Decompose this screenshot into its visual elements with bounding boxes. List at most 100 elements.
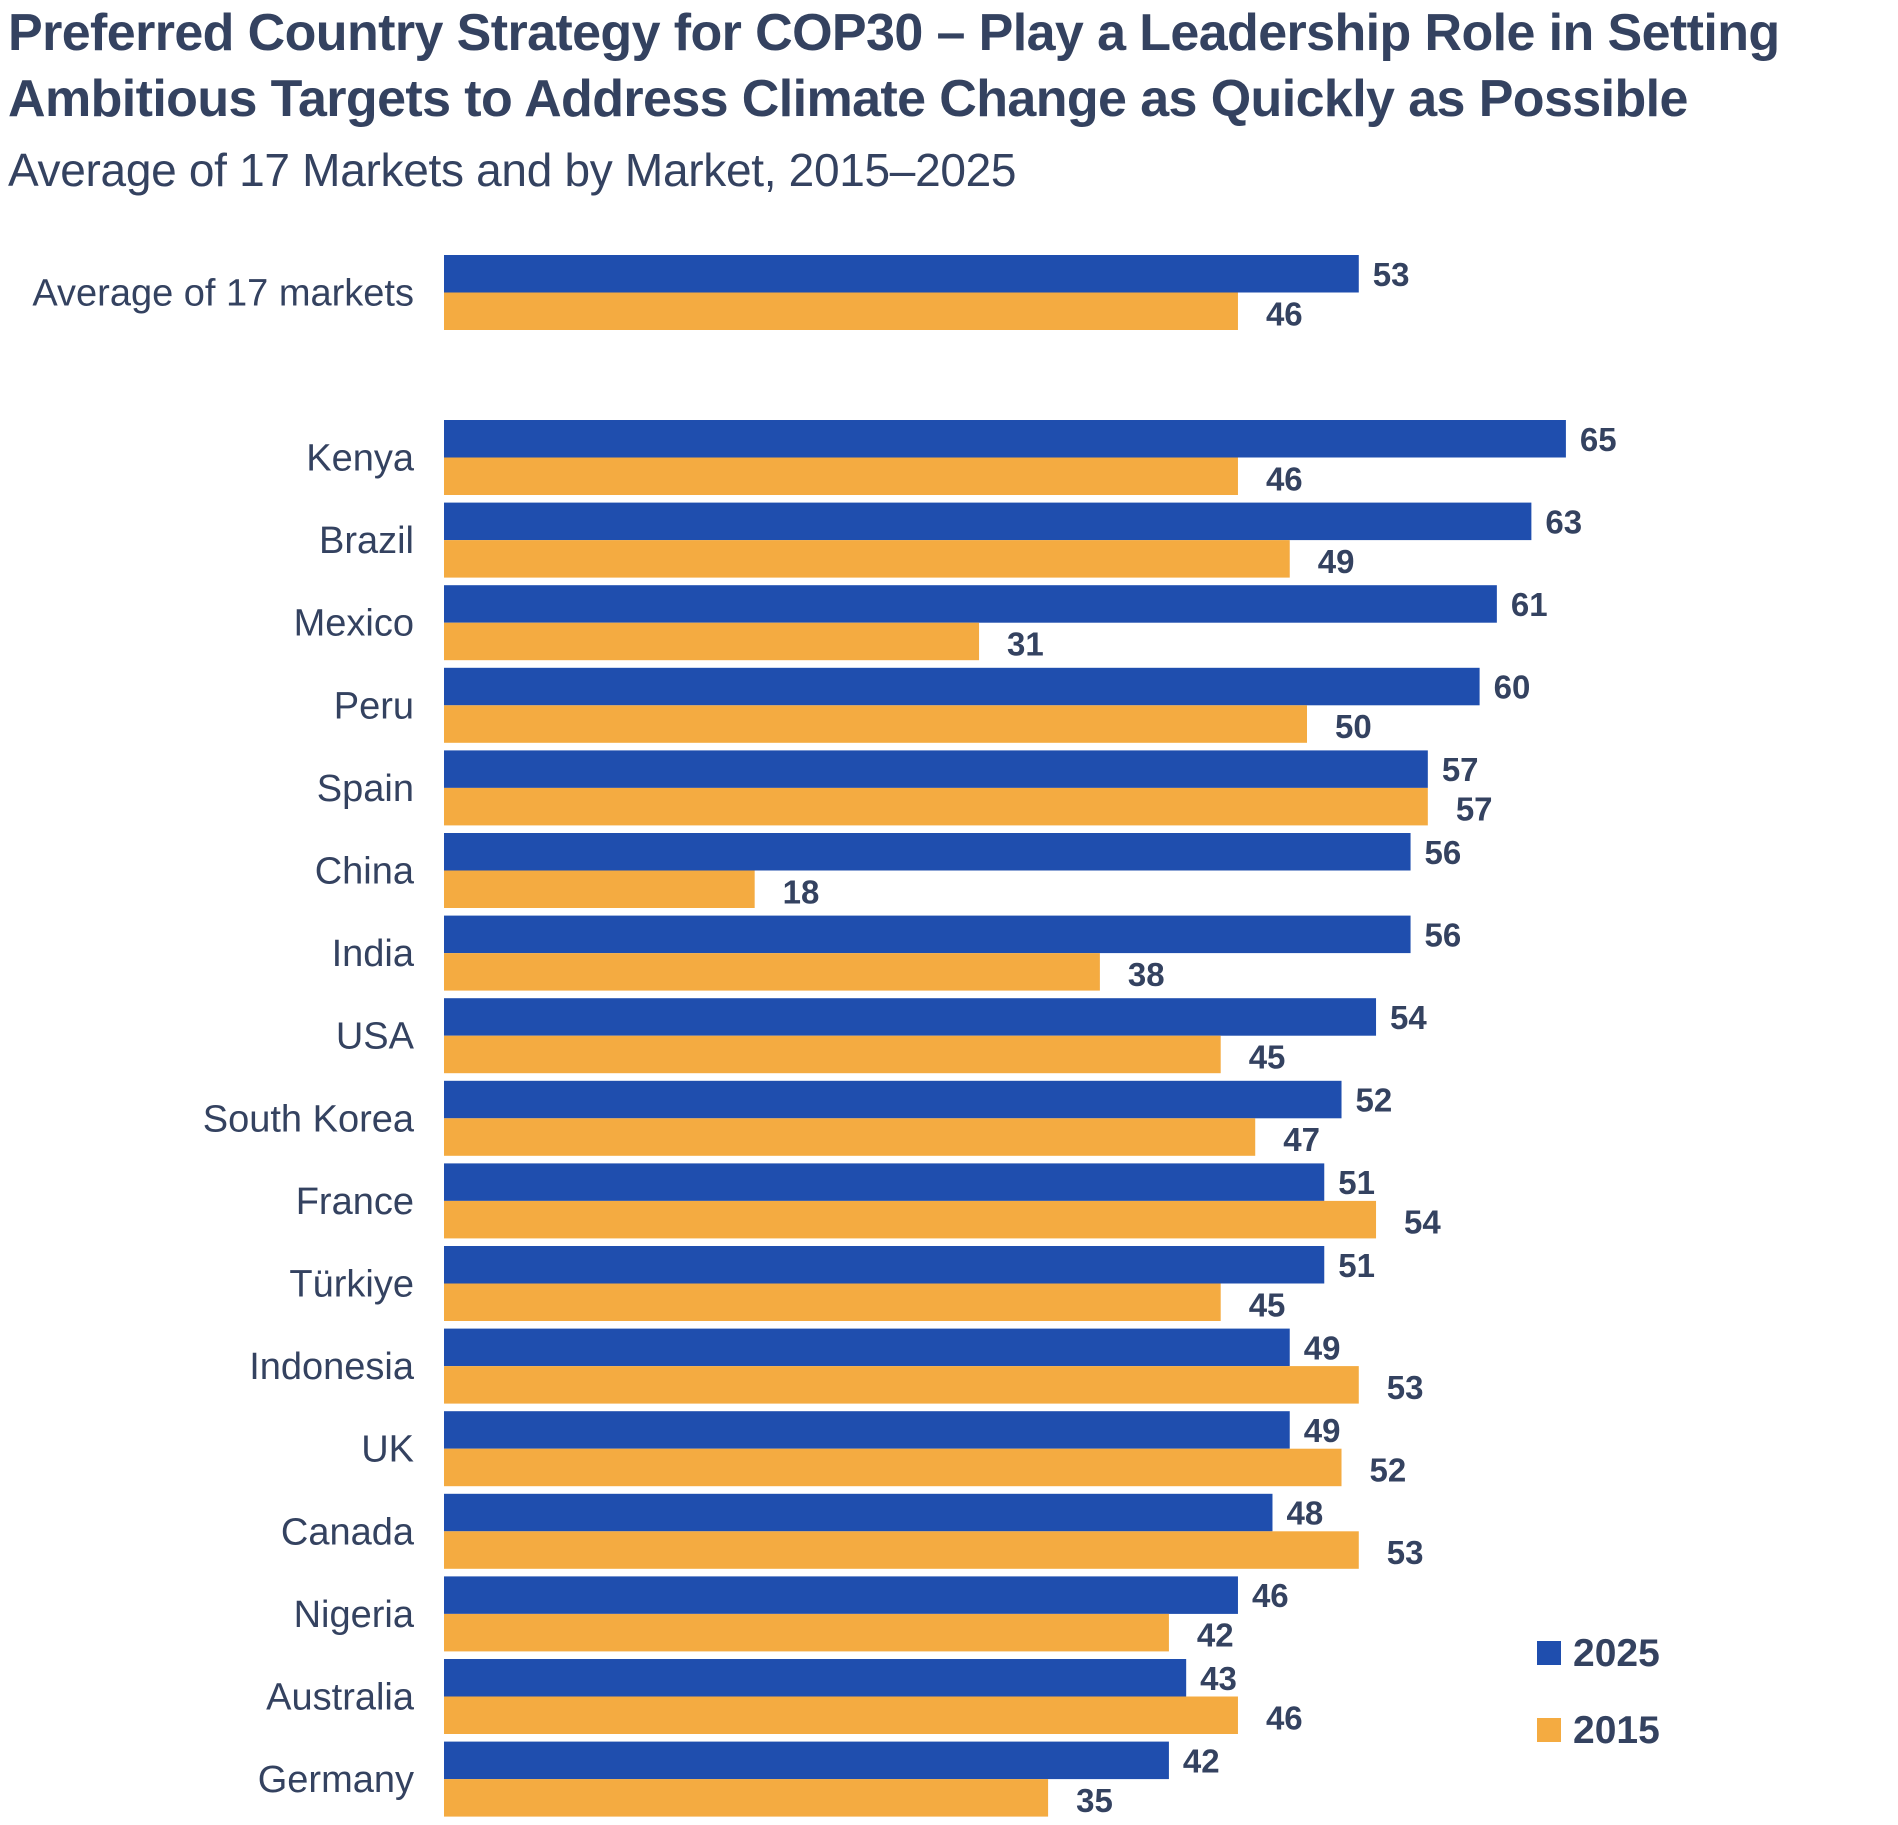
value-label-nigeria-2025: 46 xyxy=(1252,1577,1289,1614)
category-label-average-of-17-markets: Average of 17 markets xyxy=(32,273,414,315)
bar-france-2025 xyxy=(444,1163,1325,1201)
chart-subtitle: Average of 17 Markets and by Market, 201… xyxy=(8,144,1017,196)
bar-indonesia-2025 xyxy=(444,1328,1290,1367)
value-label-brazil-2025: 63 xyxy=(1545,503,1582,540)
bar-average-of-17-markets-2015 xyxy=(444,292,1238,330)
bar-canada-2015 xyxy=(444,1531,1359,1569)
value-label-uk-2025: 49 xyxy=(1304,1412,1341,1449)
value-label-mexico-2015: 31 xyxy=(1007,625,1044,662)
bar-brazil-2025 xyxy=(444,502,1532,541)
bar-spain-2015 xyxy=(444,787,1428,826)
value-label-peru-2025: 60 xyxy=(1494,669,1531,706)
value-label-spain-2015: 57 xyxy=(1456,791,1493,828)
value-label-average-of-17-markets-2015: 46 xyxy=(1266,295,1303,332)
value-label-indonesia-2015: 53 xyxy=(1387,1369,1424,1406)
category-label-nigeria: Nigeria xyxy=(294,1594,415,1636)
bar-mexico-2025 xyxy=(444,585,1497,623)
value-label-nigeria-2015: 42 xyxy=(1197,1617,1234,1654)
category-label-australia: Australia xyxy=(266,1677,415,1719)
value-label-australia-2015: 46 xyxy=(1266,1699,1303,1736)
value-label-average-of-17-markets-2025: 53 xyxy=(1373,256,1410,293)
value-label-usa-2015: 45 xyxy=(1249,1038,1286,1075)
bar-australia-2015 xyxy=(444,1696,1238,1734)
bar-mexico-2015 xyxy=(444,622,980,661)
legend: 2025 2015 xyxy=(1537,1632,1660,1752)
legend-item-2015: 2015 xyxy=(1537,1709,1660,1752)
bar-t-rkiye-2025 xyxy=(444,1246,1325,1284)
bar-usa-2025 xyxy=(444,998,1377,1036)
bar-average-of-17-markets-2025 xyxy=(444,255,1359,293)
bar-india-2025 xyxy=(444,915,1411,954)
legend-swatch-2015 xyxy=(1537,1718,1561,1742)
bar-germany-2025 xyxy=(444,1741,1169,1780)
value-label-kenya-2025: 65 xyxy=(1580,421,1617,458)
legend-label-2025: 2025 xyxy=(1573,1632,1660,1675)
bar-canada-2025 xyxy=(444,1493,1273,1532)
bar-t-rkiye-2015 xyxy=(444,1283,1221,1321)
category-label-peru: Peru xyxy=(334,685,414,727)
value-label-usa-2025: 54 xyxy=(1390,999,1427,1036)
bar-kenya-2015 xyxy=(444,457,1238,495)
bar-usa-2015 xyxy=(444,1035,1221,1074)
category-label-china: China xyxy=(315,851,415,893)
bar-germany-2015 xyxy=(444,1779,1049,1817)
bar-spain-2025 xyxy=(444,750,1428,788)
value-label-china-2025: 56 xyxy=(1425,834,1462,871)
bar-india-2015 xyxy=(444,953,1100,991)
value-label-t-rkiye-2025: 51 xyxy=(1338,1247,1375,1284)
category-label-germany: Germany xyxy=(258,1759,414,1801)
bar-uk-2015 xyxy=(444,1448,1342,1487)
legend-swatch-2025 xyxy=(1537,1641,1561,1665)
category-label-spain: Spain xyxy=(317,768,414,810)
value-label-france-2015: 54 xyxy=(1404,1204,1441,1241)
value-label-kenya-2015: 46 xyxy=(1266,460,1303,497)
category-label-kenya: Kenya xyxy=(306,438,415,480)
value-label-france-2025: 51 xyxy=(1338,1164,1375,1201)
value-label-spain-2025: 57 xyxy=(1442,751,1479,788)
legend-item-2025: 2025 xyxy=(1537,1632,1660,1675)
labels-layer: Average of 17 markets 53 46 Kenya 65 46 Brazil… xyxy=(32,256,1616,1819)
value-label-indonesia-2025: 49 xyxy=(1304,1329,1341,1366)
value-label-south-korea-2015: 47 xyxy=(1283,1121,1320,1158)
category-label-usa: USA xyxy=(336,1016,415,1058)
bar-peru-2025 xyxy=(444,667,1480,706)
category-label-indonesia: Indonesia xyxy=(249,1346,415,1388)
bar-indonesia-2015 xyxy=(444,1366,1359,1404)
value-label-india-2025: 56 xyxy=(1425,916,1462,953)
value-label-uk-2015: 52 xyxy=(1370,1451,1407,1488)
bar-china-2025 xyxy=(444,833,1411,871)
value-label-india-2015: 38 xyxy=(1128,956,1165,993)
bar-nigeria-2025 xyxy=(444,1576,1238,1614)
legend-label-2015: 2015 xyxy=(1573,1709,1660,1752)
value-label-south-korea-2025: 52 xyxy=(1356,1082,1393,1119)
value-label-china-2015: 18 xyxy=(783,873,820,910)
value-label-mexico-2025: 61 xyxy=(1511,586,1548,623)
bar-kenya-2025 xyxy=(444,420,1566,458)
bar-south-korea-2015 xyxy=(444,1118,1256,1156)
category-label-south-korea: South Korea xyxy=(203,1098,415,1140)
value-label-canada-2015: 53 xyxy=(1387,1534,1424,1571)
value-label-peru-2015: 50 xyxy=(1335,708,1372,745)
bar-south-korea-2025 xyxy=(444,1080,1342,1119)
chart-title-line-2: Ambitious Targets to Address Climate Cha… xyxy=(8,70,1688,128)
category-label-france: France xyxy=(296,1181,414,1223)
category-label-mexico: Mexico xyxy=(294,603,414,645)
value-label-australia-2025: 43 xyxy=(1200,1660,1237,1697)
value-label-canada-2025: 48 xyxy=(1286,1495,1323,1532)
bars-layer xyxy=(444,255,1566,1817)
value-label-t-rkiye-2015: 45 xyxy=(1249,1286,1286,1323)
category-label-brazil: Brazil xyxy=(319,520,414,562)
bar-france-2015 xyxy=(444,1200,1377,1239)
chart-title-line-1: Preferred Country Strategy for COP30 – P… xyxy=(8,4,1780,62)
value-label-brazil-2015: 49 xyxy=(1318,543,1355,580)
value-label-germany-2015: 35 xyxy=(1076,1782,1113,1819)
category-label-t-rkiye: Türkiye xyxy=(289,1264,414,1306)
category-label-india: India xyxy=(332,933,415,975)
category-label-uk: UK xyxy=(361,1429,414,1471)
bar-nigeria-2015 xyxy=(444,1613,1169,1652)
chart-title: Preferred Country Strategy for COP30 – P… xyxy=(8,0,1780,132)
value-label-germany-2025: 42 xyxy=(1183,1742,1220,1779)
bar-australia-2025 xyxy=(444,1659,1187,1697)
bar-china-2015 xyxy=(444,870,755,908)
